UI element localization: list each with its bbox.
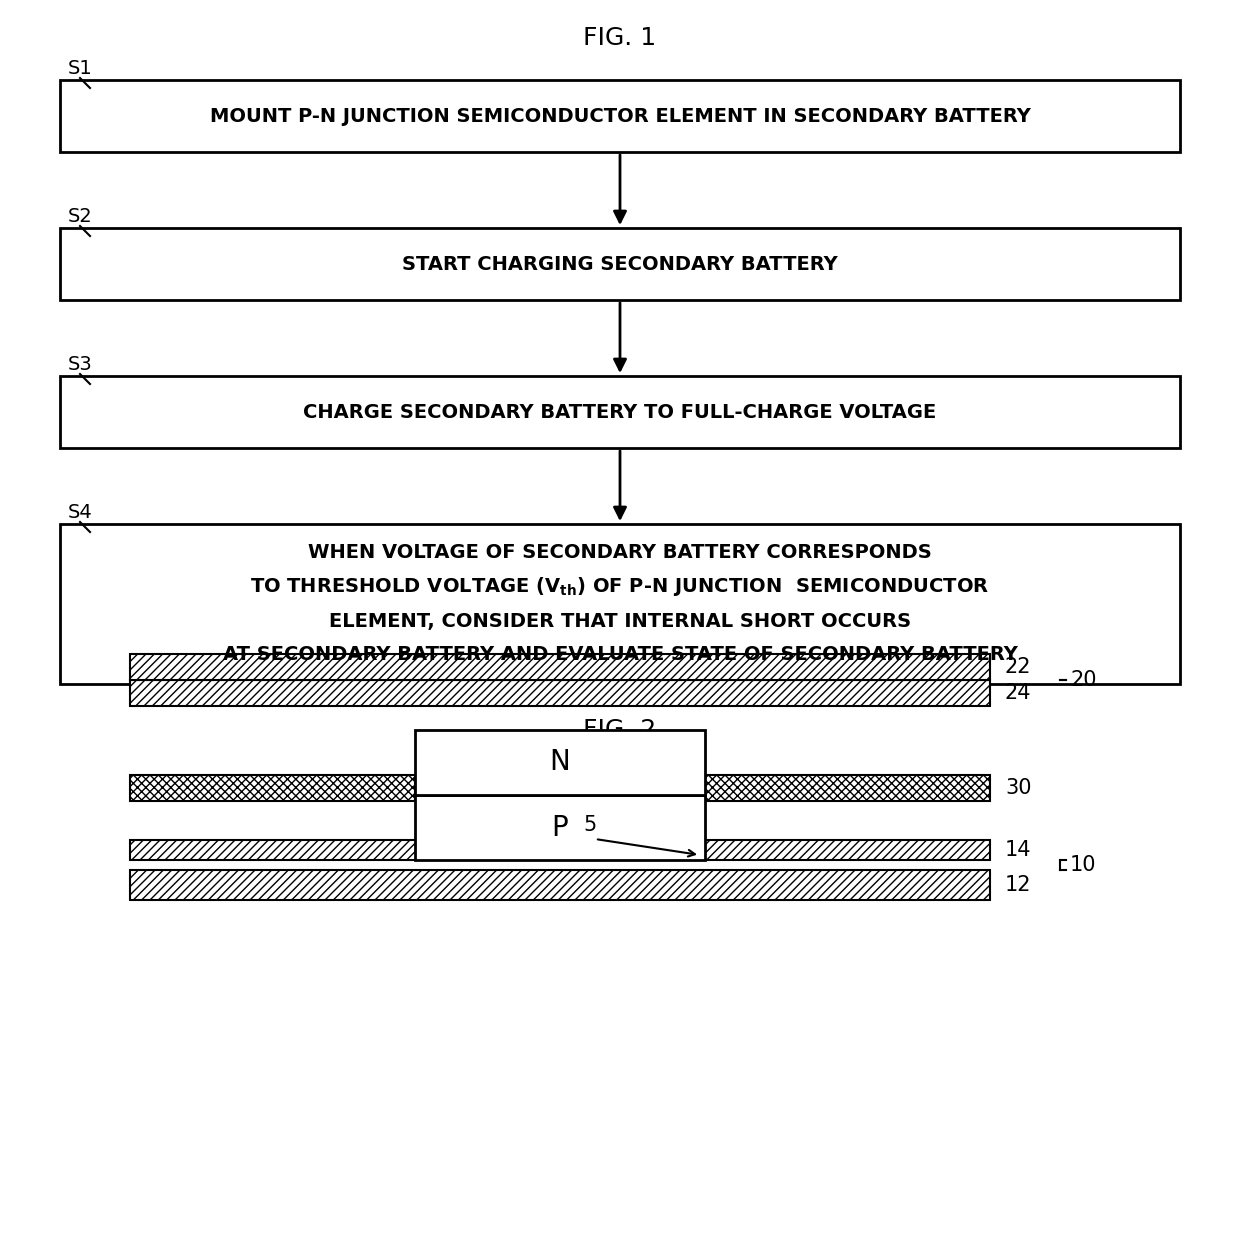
Bar [130,869,990,900]
Bar [130,680,990,706]
Bar [60,228,1180,300]
Text: 22: 22 [1004,656,1032,677]
Text: 10: 10 [1070,856,1096,874]
Bar [130,840,990,861]
Text: FIG. 2: FIG. 2 [583,718,657,742]
Bar [415,730,706,795]
Text: FIG. 1: FIG. 1 [584,26,656,50]
Bar [130,654,990,680]
Text: S1: S1 [68,59,93,78]
Text: TO THRESHOLD VOLTAGE (V$_{\mathbf{th}}$) OF P-N JUNCTION  SEMICONDUCTOR: TO THRESHOLD VOLTAGE (V$_{\mathbf{th}}$)… [250,576,990,598]
Text: 5: 5 [583,815,596,835]
Text: ELEMENT, CONSIDER THAT INTERNAL SHORT OCCURS: ELEMENT, CONSIDER THAT INTERNAL SHORT OC… [329,611,911,630]
Text: 24: 24 [1004,683,1032,703]
Text: MOUNT P-N JUNCTION SEMICONDUCTOR ELEMENT IN SECONDARY BATTERY: MOUNT P-N JUNCTION SEMICONDUCTOR ELEMENT… [210,107,1030,126]
Text: AT SECONDARY BATTERY AND EVALUATE STATE OF SECONDARY BATTERY: AT SECONDARY BATTERY AND EVALUATE STATE … [222,645,1018,664]
Text: CHARGE SECONDARY BATTERY TO FULL-CHARGE VOLTAGE: CHARGE SECONDARY BATTERY TO FULL-CHARGE … [304,402,936,422]
Text: S2: S2 [68,207,93,226]
Bar [706,775,990,801]
Bar [415,795,706,861]
Text: S3: S3 [68,355,93,374]
Text: N: N [549,748,570,776]
Text: WHEN VOLTAGE OF SECONDARY BATTERY CORRESPONDS: WHEN VOLTAGE OF SECONDARY BATTERY CORRES… [308,543,932,562]
Text: 12: 12 [1004,874,1032,895]
Bar [130,775,415,801]
Text: 30: 30 [1004,777,1032,798]
Bar [60,375,1180,449]
Text: 20: 20 [1070,670,1096,690]
Bar [60,79,1180,152]
Text: P: P [552,814,568,842]
Text: 14: 14 [1004,840,1032,861]
Text: S4: S4 [68,503,93,522]
Bar [60,524,1180,684]
Text: START CHARGING SECONDARY BATTERY: START CHARGING SECONDARY BATTERY [402,255,838,273]
